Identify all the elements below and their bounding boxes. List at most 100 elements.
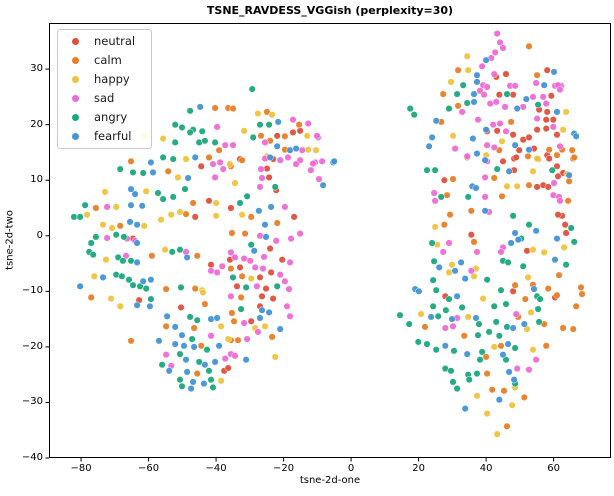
data-point-neutral (467, 231, 475, 239)
data-point-angry (509, 212, 517, 220)
data-point-fearful (138, 202, 146, 210)
data-point-calm (229, 105, 237, 113)
data-point-happy (464, 313, 472, 321)
data-point-neutral (553, 131, 561, 139)
data-point-calm (572, 302, 580, 310)
data-point-happy (529, 167, 537, 175)
data-point-sad (556, 197, 564, 205)
data-point-fearful (482, 56, 490, 64)
data-point-fearful (432, 117, 440, 125)
data-point-fearful (276, 325, 284, 333)
data-point-angry (203, 346, 211, 354)
data-point-sad (307, 166, 315, 174)
data-point-sad (258, 174, 266, 182)
data-point-angry (81, 201, 89, 209)
data-point-neutral (554, 211, 562, 219)
data-point-calm (193, 370, 201, 378)
data-point-fearful (182, 356, 190, 364)
data-point-sad (281, 277, 289, 285)
data-point-fearful (510, 376, 518, 384)
data-point-fearful (180, 342, 188, 350)
data-point-sad (529, 93, 537, 101)
data-point-calm (440, 221, 448, 229)
data-point-happy (99, 221, 107, 229)
data-point-sad (501, 103, 509, 111)
data-point-sad (313, 132, 321, 140)
data-point-sad (231, 352, 239, 360)
y-tick-label: −20 (21, 340, 43, 352)
data-point-angry (125, 276, 133, 284)
data-point-fearful (255, 207, 263, 215)
data-point-happy (529, 246, 537, 254)
data-point-neutral (542, 125, 550, 133)
data-point-angry (119, 257, 127, 265)
data-point-sad (256, 232, 264, 240)
data-point-fearful (428, 133, 436, 141)
data-point-neutral (440, 176, 448, 184)
data-point-angry (570, 238, 578, 246)
data-point-angry (171, 121, 179, 129)
data-point-happy (303, 132, 311, 140)
data-point-happy (199, 288, 207, 296)
data-point-happy (503, 182, 511, 190)
data-point-angry (463, 99, 471, 107)
data-point-fearful (461, 405, 469, 413)
data-point-fearful (441, 342, 449, 350)
data-point-neutral (553, 162, 561, 170)
data-point-angry (432, 346, 440, 354)
data-point-calm (577, 283, 585, 291)
data-point-fearful (453, 292, 461, 300)
data-point-fearful (146, 302, 154, 310)
data-point-calm (446, 211, 454, 219)
legend-label: sad (94, 91, 115, 105)
data-point-fearful (99, 273, 107, 281)
data-point-neutral (233, 282, 241, 290)
data-point-sad (260, 253, 268, 261)
data-point-sad (511, 82, 519, 90)
data-point-fearful (481, 207, 489, 215)
data-point-calm (439, 90, 447, 98)
data-point-neutral (509, 131, 517, 139)
data-point-angry (169, 155, 177, 163)
data-point-calm (92, 204, 100, 212)
data-point-angry (247, 241, 255, 249)
data-point-angry (453, 385, 461, 393)
data-point-calm (500, 387, 508, 395)
data-point-fearful (505, 167, 513, 175)
data-point-angry (129, 281, 137, 289)
data-point-angry (158, 361, 166, 369)
data-point-sad (550, 179, 558, 187)
data-point-angry (186, 313, 194, 321)
data-point-sad (254, 328, 262, 336)
data-point-sad (272, 237, 280, 245)
data-point-calm (190, 324, 198, 332)
legend-label: angry (94, 110, 128, 124)
data-point-happy (490, 343, 498, 351)
data-point-happy (417, 310, 425, 318)
data-point-angry (431, 166, 439, 174)
data-point-fearful (565, 171, 573, 179)
data-point-fearful (190, 343, 198, 351)
data-point-angry (188, 335, 196, 343)
data-point-fearful (553, 108, 561, 116)
data-point-calm (230, 317, 238, 325)
data-point-sad (474, 116, 482, 124)
data-point-sad (211, 173, 219, 181)
data-point-sad (213, 123, 221, 131)
data-point-neutral (265, 173, 273, 181)
x-axis-label: tsne-2d-one (299, 475, 361, 486)
data-point-sad (103, 203, 111, 211)
data-point-neutral (512, 153, 520, 161)
data-point-angry (178, 123, 186, 131)
data-point-neutral (269, 295, 277, 303)
data-point-happy (513, 182, 521, 190)
data-point-sad (276, 156, 284, 164)
data-point-fearful (187, 385, 195, 393)
data-point-calm (553, 291, 561, 299)
data-point-fearful (201, 361, 209, 369)
data-point-sad (304, 120, 312, 128)
data-point-sad (221, 355, 229, 363)
data-point-happy (101, 188, 109, 196)
data-point-happy (217, 322, 225, 330)
